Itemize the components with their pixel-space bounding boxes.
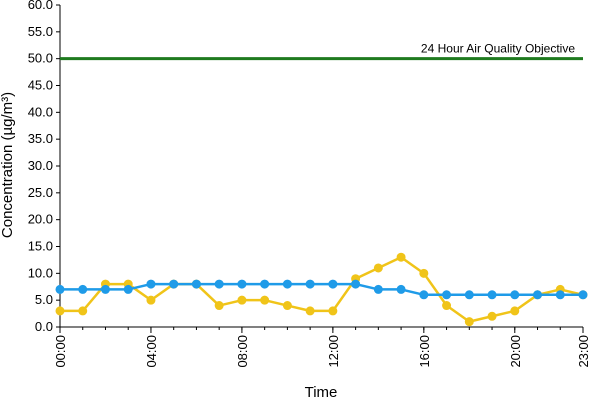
series-1-point — [55, 306, 65, 316]
y-tick-label: 45.0 — [28, 78, 53, 93]
y-tick-label: 40.0 — [28, 104, 53, 119]
series-1 — [55, 252, 588, 327]
series-2-point — [419, 290, 429, 300]
y-tick-label: 55.0 — [28, 24, 53, 39]
series-1-point — [214, 301, 224, 311]
series-1-point — [487, 311, 497, 321]
x-tick-label: 00:00 — [53, 335, 68, 368]
x-tick-label: 20:00 — [508, 335, 523, 368]
series-2-point — [351, 279, 361, 289]
series-1-point — [78, 306, 88, 316]
series-1-point — [464, 317, 474, 327]
y-tick-label: 10.0 — [28, 265, 53, 280]
series-2-line — [60, 282, 583, 297]
y-tick-label: 35.0 — [28, 131, 53, 146]
y-tick-label: 30.0 — [28, 158, 53, 173]
x-tick-label: 23:00 — [576, 335, 591, 368]
y-tick-label: 50.0 — [28, 51, 53, 66]
series-2-point — [373, 284, 383, 294]
series-2-point — [282, 279, 292, 289]
air-quality-objective-label: 24 Hour Air Quality Objective — [421, 42, 575, 56]
x-tick-label: 12:00 — [326, 335, 341, 368]
y-axis: 0.0 5.0 10.0 15.0 20.0 25.0 30.0 35.0 40.0 45.0 50… — [28, 0, 61, 334]
series-2-point — [78, 284, 88, 294]
x-tick-label: 08:00 — [235, 335, 250, 368]
series-1-point — [419, 268, 429, 278]
series-2-point — [510, 290, 520, 300]
series-1-line — [60, 255, 584, 323]
x-tick-label: 16:00 — [417, 335, 432, 368]
y-tick-label: 0.0 — [35, 319, 53, 334]
x-axis: 00:00 04:00 08:00 12:00 16:00 20:00 23:00 — [53, 326, 591, 368]
series-2-point — [260, 279, 270, 289]
series-2-point — [555, 290, 565, 300]
series-2-point — [191, 279, 201, 289]
series-1-point — [146, 295, 156, 305]
series-1-point — [396, 252, 406, 262]
y-tick-label: 15.0 — [28, 239, 53, 254]
x-axis-title: Time — [305, 384, 338, 400]
series-1-point — [237, 295, 247, 305]
series-2-point — [578, 290, 588, 300]
series-1-point — [282, 301, 292, 311]
series-2-point — [533, 290, 543, 300]
series-2-point — [237, 279, 247, 289]
series-2 — [55, 279, 588, 300]
y-tick-label: 5.0 — [35, 292, 53, 307]
series-1-point — [373, 263, 383, 273]
series-2-point — [464, 290, 474, 300]
y-tick-label: 20.0 — [28, 212, 53, 227]
series-1-point — [305, 306, 315, 316]
series-2-point — [328, 279, 338, 289]
y-tick-label: 60.0 — [28, 0, 53, 12]
series-group — [55, 252, 588, 327]
series-2-point — [487, 290, 497, 300]
series-2-point — [146, 279, 156, 289]
series-2-point — [442, 290, 452, 300]
series-2-point — [169, 279, 179, 289]
y-axis-title: Concentration (µg/m³) — [0, 92, 16, 238]
series-1-point — [260, 295, 270, 305]
series-2-point — [305, 279, 315, 289]
y-tick-label: 25.0 — [28, 185, 53, 200]
series-2-point — [100, 284, 110, 294]
series-1-point — [510, 306, 520, 316]
reference-line-group: 24 Hour Air Quality Objective — [60, 42, 583, 61]
series-2-point — [396, 284, 406, 294]
series-1-point — [328, 306, 338, 316]
x-tick-label: 04:00 — [144, 335, 159, 368]
series-2-point — [123, 284, 133, 294]
series-2-point — [214, 279, 224, 289]
series-1-point — [442, 301, 452, 311]
series-2-point — [55, 284, 65, 294]
